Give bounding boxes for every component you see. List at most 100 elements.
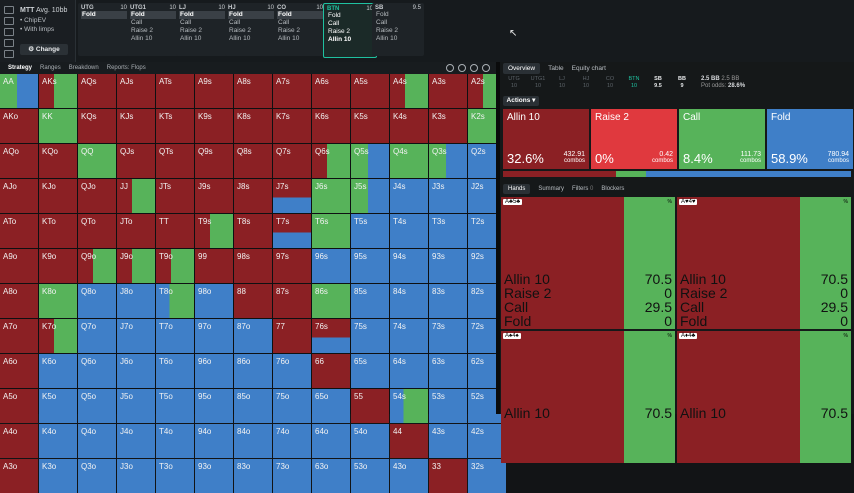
hand-cell[interactable]: A8s [234, 74, 272, 108]
tab-strategy[interactable]: Strategy [8, 65, 33, 71]
hand-cell[interactable]: AJs [117, 74, 155, 108]
position-action[interactable]: Call [229, 19, 241, 26]
hand-cell[interactable]: 66 [312, 354, 350, 388]
hand-cell[interactable]: Q7s [273, 144, 311, 178]
hand-cell[interactable]: ATs [156, 74, 194, 108]
hand-cell[interactable]: AQo [0, 144, 38, 178]
position-action[interactable]: Allin 10 [278, 35, 300, 42]
hand-cell[interactable]: J3o [117, 459, 155, 493]
hand-cell[interactable]: 55 [351, 389, 389, 423]
position-action[interactable]: Allin 10 [229, 35, 251, 42]
position-btn[interactable]: BTN 10 Fold Call Raise 2 Allin 10 [323, 3, 377, 58]
hand-cell[interactable]: AKo [0, 109, 38, 143]
hand-cell[interactable]: Q8s [234, 144, 272, 178]
tab-hands[interactable]: Hands [503, 184, 531, 194]
hand-cell[interactable]: K9s [195, 109, 233, 143]
action-card-allin-10[interactable]: Allin 10 32.6% 432.91 combos [503, 109, 589, 169]
hand-cell[interactable]: 77 [273, 319, 311, 353]
hand-cell[interactable]: 63s [429, 354, 467, 388]
hand-cell[interactable]: JTo [117, 214, 155, 248]
hand-cell[interactable]: 74o [273, 424, 311, 458]
change-button[interactable]: ⚙ Change [20, 44, 68, 55]
hand-cell[interactable]: KK [39, 109, 77, 143]
hand-cell[interactable]: K9o [39, 249, 77, 283]
hand-cell[interactable]: AA [0, 74, 38, 108]
hand-cell[interactable]: K4o [39, 424, 77, 458]
hand-cell[interactable]: T4o [156, 424, 194, 458]
position-action[interactable]: Fold [376, 11, 389, 18]
hand-cell[interactable]: A4o [0, 424, 38, 458]
hand-cell[interactable]: J7o [117, 319, 155, 353]
hand-cell[interactable]: 86s [312, 284, 350, 318]
hand-cell[interactable]: KTo [39, 214, 77, 248]
hand-cell[interactable]: 53s [429, 389, 467, 423]
hand-cell[interactable]: 76o [273, 354, 311, 388]
hand-cell[interactable]: K8s [234, 109, 272, 143]
hand-cell[interactable]: 96o [195, 354, 233, 388]
hand-cell[interactable]: J4o [117, 424, 155, 458]
hand-cell[interactable]: 98o [195, 284, 233, 318]
hand-cell[interactable]: 95o [195, 389, 233, 423]
hand-cell[interactable]: 97s [273, 249, 311, 283]
position-action[interactable]: Fold [81, 11, 127, 19]
hand-cell[interactable]: 33 [429, 459, 467, 493]
position-co[interactable]: CO 10 Fold Call Raise 2 Allin 10 [274, 3, 326, 56]
tab-breakdown[interactable]: Breakdown [68, 65, 99, 71]
hand-cell[interactable]: A9s [195, 74, 233, 108]
hand-cell[interactable]: 86o [234, 354, 272, 388]
hand-cell[interactable]: K3s [429, 109, 467, 143]
hand-cell[interactable]: T7s [273, 214, 311, 248]
hand-cell[interactable]: T5o [156, 389, 194, 423]
tab-overview[interactable]: Overview [503, 63, 541, 74]
position-action[interactable]: Raise 2 [328, 28, 351, 35]
hand-cell[interactable]: Q3o [78, 459, 116, 493]
hand-cell[interactable]: 87s [273, 284, 311, 318]
tab-ranges[interactable]: Ranges [40, 65, 61, 71]
hand-cell[interactable]: A3o [0, 459, 38, 493]
hand-cell[interactable]: 43s [429, 424, 467, 458]
position-action[interactable]: Fold [228, 11, 274, 19]
hand-cell[interactable]: QTo [78, 214, 116, 248]
hand-cell[interactable]: 65s [351, 354, 389, 388]
hand-cell[interactable]: T8o [156, 284, 194, 318]
hand-cell[interactable]: 73s [429, 319, 467, 353]
hand-cell[interactable]: 94o [195, 424, 233, 458]
hand-cell[interactable]: K4s [390, 109, 428, 143]
hand-cell[interactable]: T5s [351, 214, 389, 248]
hand-combo-card[interactable]: A♦4♣% Allin 10 70.5 [677, 331, 851, 463]
hand-cell[interactable]: T7o [156, 319, 194, 353]
hand-cell[interactable]: Q4s [390, 144, 428, 178]
hand-cell[interactable]: Q9o [78, 249, 116, 283]
position-hj[interactable]: HJ 10 Fold Call Raise 2 Allin 10 [225, 3, 277, 56]
hand-cell[interactable]: A4s [390, 74, 428, 108]
hand-cell[interactable]: AJo [0, 179, 38, 213]
hand-cell[interactable]: J7s [273, 179, 311, 213]
seat-hj[interactable]: HJ 10 [575, 76, 597, 92]
hand-cell[interactable]: QQ [78, 144, 116, 178]
hand-cell[interactable]: K5o [39, 389, 77, 423]
position-utg[interactable]: UTG 10 Fold [78, 3, 130, 56]
hand-cell[interactable]: A8o [0, 284, 38, 318]
hand-cell[interactable]: K6o [39, 354, 77, 388]
hand-cell[interactable]: T9s [195, 214, 233, 248]
hand-cell[interactable]: AKs [39, 74, 77, 108]
hand-cell[interactable]: 83s [429, 284, 467, 318]
hand-cell[interactable]: 54s [390, 389, 428, 423]
position-action[interactable]: Raise 2 [229, 27, 252, 34]
hand-cell[interactable]: 84o [234, 424, 272, 458]
hand-cell[interactable]: A6s [312, 74, 350, 108]
position-action[interactable]: Raise 2 [278, 27, 301, 34]
hand-cell[interactable]: Q5s [351, 144, 389, 178]
hand-cell[interactable]: T8s [234, 214, 272, 248]
position-action[interactable]: Call [328, 20, 340, 27]
hand-cell[interactable]: A7s [273, 74, 311, 108]
hand-cell[interactable]: 83o [234, 459, 272, 493]
position-action[interactable]: Allin 10 [376, 35, 398, 42]
hand-cell[interactable]: A9o [0, 249, 38, 283]
tab-reports-flops[interactable]: Reports: Flops [106, 65, 146, 71]
hand-cell[interactable]: 76s [312, 319, 350, 353]
tab-blockers[interactable]: Blockers [601, 186, 625, 192]
hand-cell[interactable]: KQo [39, 144, 77, 178]
hand-cell[interactable]: A3s [429, 74, 467, 108]
contrast-icon[interactable] [458, 64, 466, 72]
